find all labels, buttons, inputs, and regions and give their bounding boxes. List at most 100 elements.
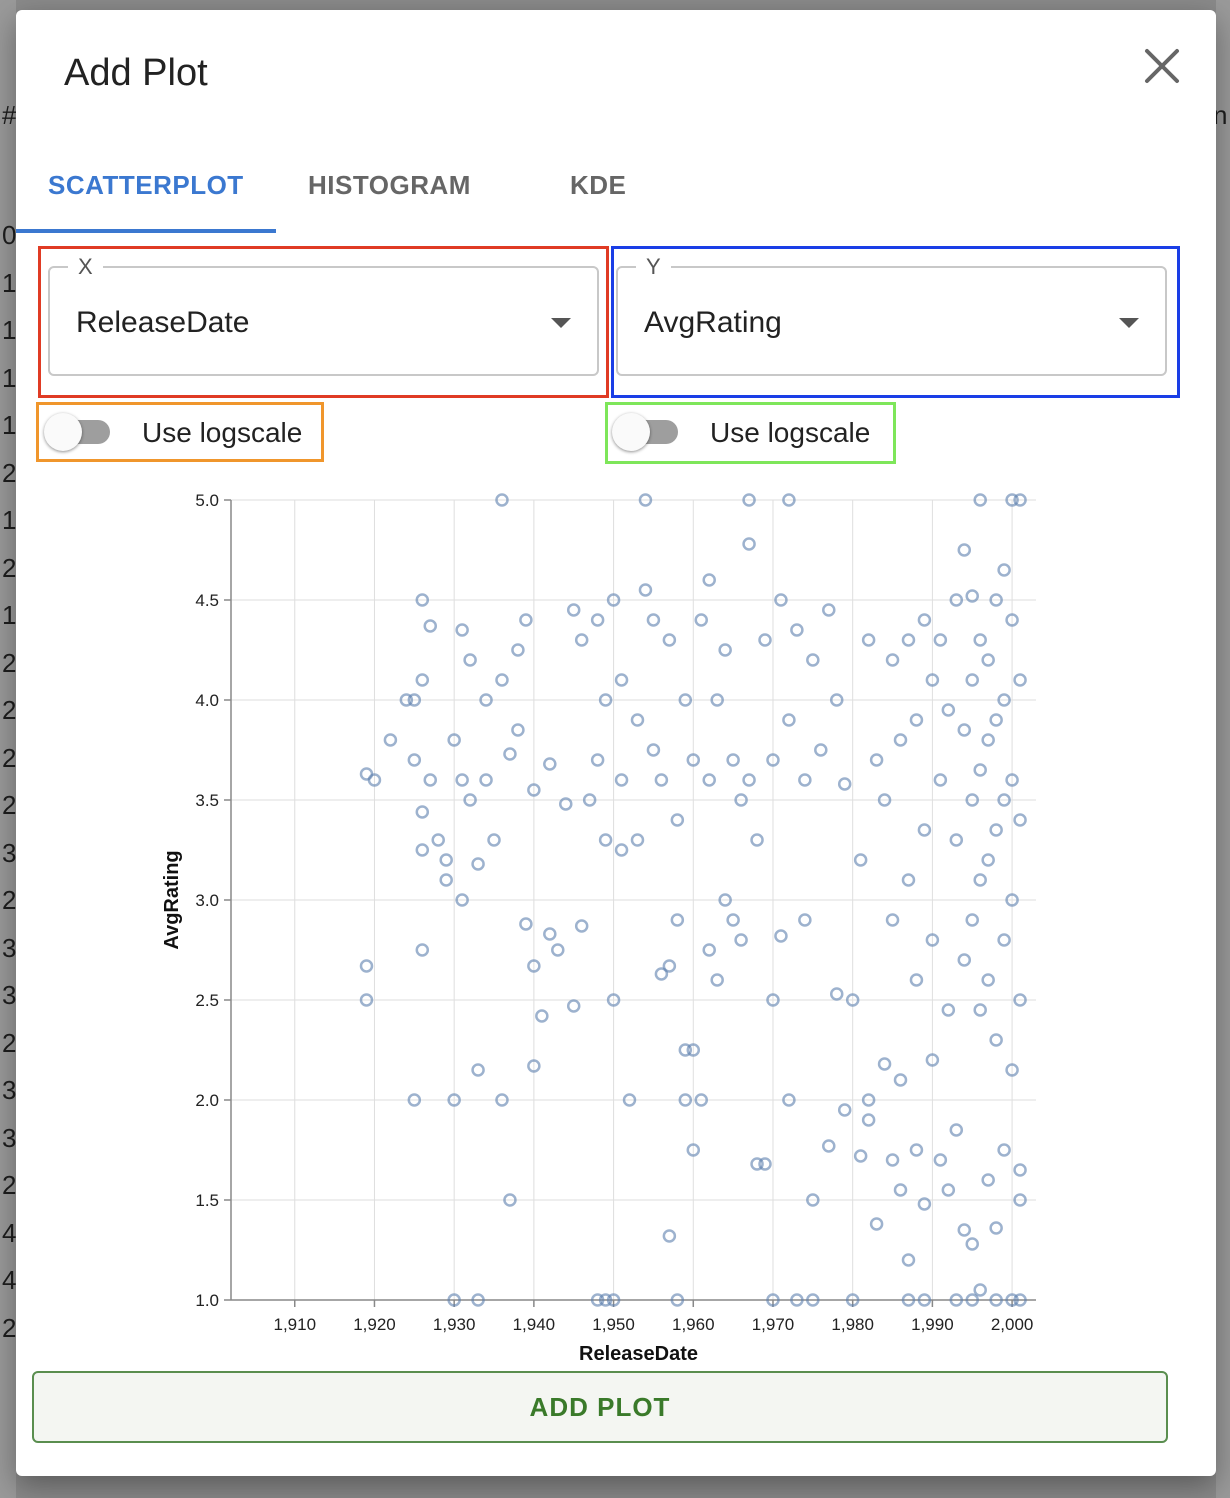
scatter-point (782, 713, 796, 727)
scatter-point (798, 913, 812, 927)
scatter-point (845, 993, 860, 1007)
scatter-point (941, 1003, 956, 1017)
scatter-point (543, 757, 557, 771)
scatter-point (877, 1057, 892, 1071)
scatter-point (415, 943, 430, 957)
background-row-marker: 1 (2, 600, 17, 630)
scatter-point (495, 493, 509, 507)
scatter-point (455, 773, 469, 787)
scatter-point (1005, 493, 1019, 507)
scatter-point (1013, 1163, 1027, 1177)
scatter-point (909, 713, 924, 727)
scatter-point (710, 693, 724, 707)
scatter-point (654, 773, 669, 787)
y-logscale-thumb[interactable] (612, 413, 650, 451)
scatter-point (519, 917, 533, 931)
scatter-point (782, 1093, 796, 1107)
y-select-value: AvgRating (644, 306, 782, 339)
scatter-point (861, 1093, 876, 1107)
x-select-caret-icon[interactable] (551, 318, 571, 328)
scatter-point (686, 1043, 701, 1057)
scatter-point (614, 673, 629, 687)
scatter-point (407, 1093, 422, 1107)
scatter-point (861, 633, 876, 647)
scatter-point (1013, 673, 1027, 687)
scatter-point (774, 929, 788, 943)
scatter-point (598, 1293, 613, 1307)
scatter-point (1013, 993, 1027, 1007)
active-tab-indicator (16, 229, 276, 233)
background-row-marker: 2 (2, 1170, 17, 1200)
scatter-point (774, 593, 788, 607)
scatter-point (415, 593, 430, 607)
scatter-point (1013, 493, 1027, 507)
scatter-point (997, 793, 1011, 807)
scatter-point (1013, 1193, 1027, 1207)
close-button[interactable] (1140, 44, 1184, 88)
y-select-highlight (611, 246, 1180, 398)
scatter-point (678, 693, 693, 707)
scatter-point (957, 723, 972, 737)
scatter-point (933, 633, 948, 647)
background-row-marker: 3 (2, 1122, 17, 1153)
scatter-point (423, 773, 438, 787)
scatter-point (503, 1193, 517, 1207)
scatter-point (598, 833, 613, 847)
tab-histogram[interactable]: HISTOGRAM (308, 170, 471, 200)
scatter-point (973, 1003, 987, 1017)
scatter-point (997, 933, 1011, 947)
scatter-point (877, 793, 892, 807)
scatter-point (1005, 893, 1019, 907)
scatter-point (806, 1293, 820, 1307)
tab-kde[interactable]: KDE (570, 170, 627, 200)
x-axis-select[interactable]: X ReleaseDate (48, 254, 599, 376)
scatter-point (742, 773, 756, 787)
scatter-point (383, 733, 398, 747)
scatter-point (853, 1149, 868, 1163)
x-logscale-switch[interactable]: Use logscale (40, 406, 320, 456)
y-select-legend: Y (636, 254, 671, 280)
scatter-point (949, 593, 964, 607)
scatter-point (702, 573, 716, 587)
scatter-point (519, 613, 533, 627)
scatter-point (909, 973, 924, 987)
scatter-point (734, 793, 748, 807)
close-icon[interactable] (1140, 44, 1184, 88)
scatter-point (1005, 613, 1019, 627)
y-select-caret-icon[interactable] (1119, 318, 1139, 328)
scatter-point (1005, 773, 1019, 787)
scatter-point (527, 959, 541, 973)
add-plot-button[interactable]: ADD PLOT (32, 1371, 1168, 1443)
x-logscale-label: Use logscale (142, 417, 303, 448)
x-tick-label: 1,990 (911, 1315, 954, 1334)
scatter-point (439, 873, 453, 887)
scatter-point (925, 933, 940, 947)
scatter-point (901, 873, 916, 887)
scatter-point (606, 1293, 621, 1307)
scatter-point (798, 773, 812, 787)
background-header-char: n (1213, 100, 1228, 130)
scatter-point (989, 1221, 1003, 1235)
scatter-point (678, 1043, 693, 1057)
scatter-point (590, 753, 605, 767)
scatter-point (463, 793, 477, 807)
x-logscale-thumb[interactable] (44, 413, 82, 451)
tab-scatterplot[interactable]: SCATTERPLOT (48, 170, 244, 200)
scatter-point (989, 713, 1003, 727)
y-tick-label: 1.0 (195, 1291, 219, 1310)
background-row-marker: 2 (2, 457, 17, 488)
y-logscale-switch[interactable]: Use logscale (608, 406, 892, 456)
scatter-point (718, 643, 732, 657)
scatter-point (869, 753, 884, 767)
scatter-point (981, 733, 995, 747)
scatter-point (638, 493, 653, 507)
scatter-point (535, 1009, 549, 1023)
y-axis-select[interactable]: Y AvgRating (616, 254, 1167, 376)
scatter-point (965, 913, 979, 927)
scatter-point (694, 1093, 708, 1107)
scatter-point (766, 993, 780, 1007)
scatter-point (742, 493, 756, 507)
background-row-marker: 1 (2, 505, 17, 535)
x-select-highlight (38, 246, 609, 398)
scatter-point (574, 919, 589, 933)
